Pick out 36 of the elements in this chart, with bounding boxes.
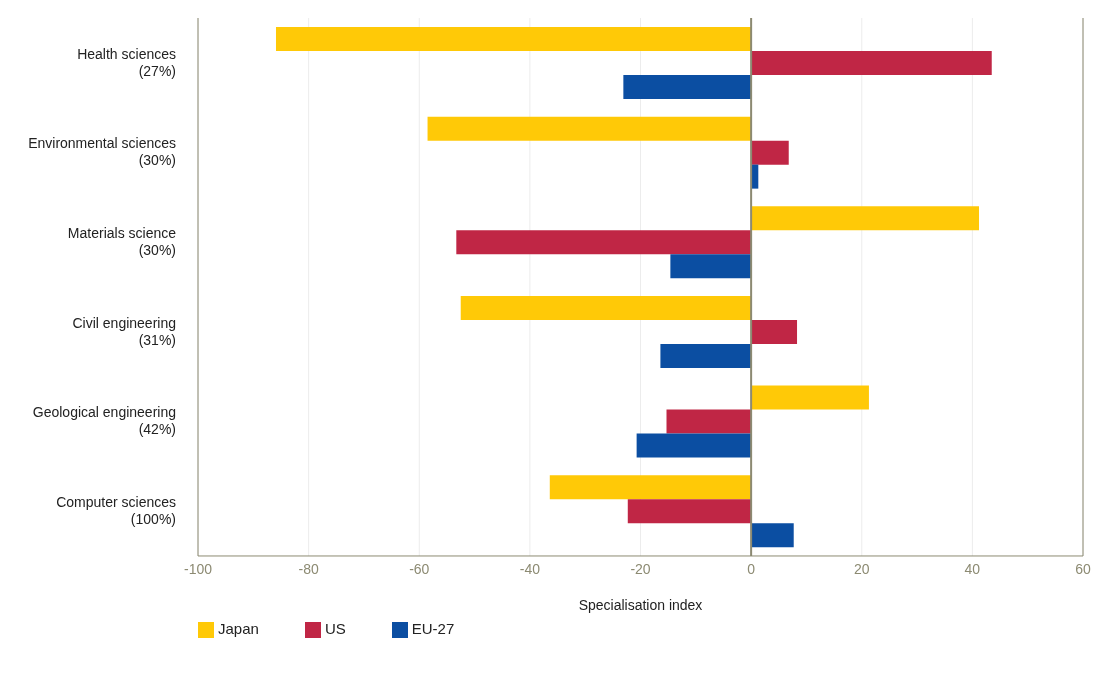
bar — [660, 343, 752, 368]
x-axis-title: Specialisation index — [578, 596, 703, 613]
y-tick-label: Health sciences (27%) — [77, 45, 176, 79]
bar — [670, 254, 752, 279]
x-tick-label: 20 — [853, 560, 870, 577]
y-tick-label: Geological engineering (42%) — [32, 404, 176, 438]
x-tick-label: 40 — [964, 560, 981, 577]
x-tick-label: -60 — [409, 560, 430, 577]
bar — [456, 230, 752, 255]
y-tick-label: Computer sciences (100%) — [56, 494, 176, 528]
x-tick-label: 0 — [747, 560, 756, 577]
y-tick-label: Materials science (30%) — [67, 225, 177, 259]
x-tick-label: -80 — [298, 560, 319, 577]
bar — [751, 206, 980, 231]
legend-label: Japan — [218, 619, 259, 637]
bar — [751, 385, 869, 410]
y-tick-label: Civil engineering (31%) — [72, 314, 176, 348]
legend-label: EU-27 — [411, 619, 455, 637]
bar — [549, 475, 752, 500]
legend-label: US — [324, 619, 346, 637]
x-tick-label: 60 — [1075, 560, 1091, 577]
bar — [751, 140, 789, 165]
x-tick-label: -40 — [519, 560, 541, 577]
y-tick-label: Environmental sciences (30%) — [28, 135, 176, 169]
bar — [427, 116, 752, 141]
bar — [751, 319, 798, 344]
bar — [751, 50, 992, 75]
bar — [666, 409, 752, 434]
bar — [751, 523, 794, 548]
bar — [275, 26, 752, 51]
x-tick-label: -100 — [183, 560, 213, 577]
bar — [636, 433, 752, 458]
bar — [623, 74, 752, 99]
bar — [627, 499, 752, 524]
bar — [460, 295, 752, 320]
x-tick-label: -20 — [630, 560, 651, 577]
